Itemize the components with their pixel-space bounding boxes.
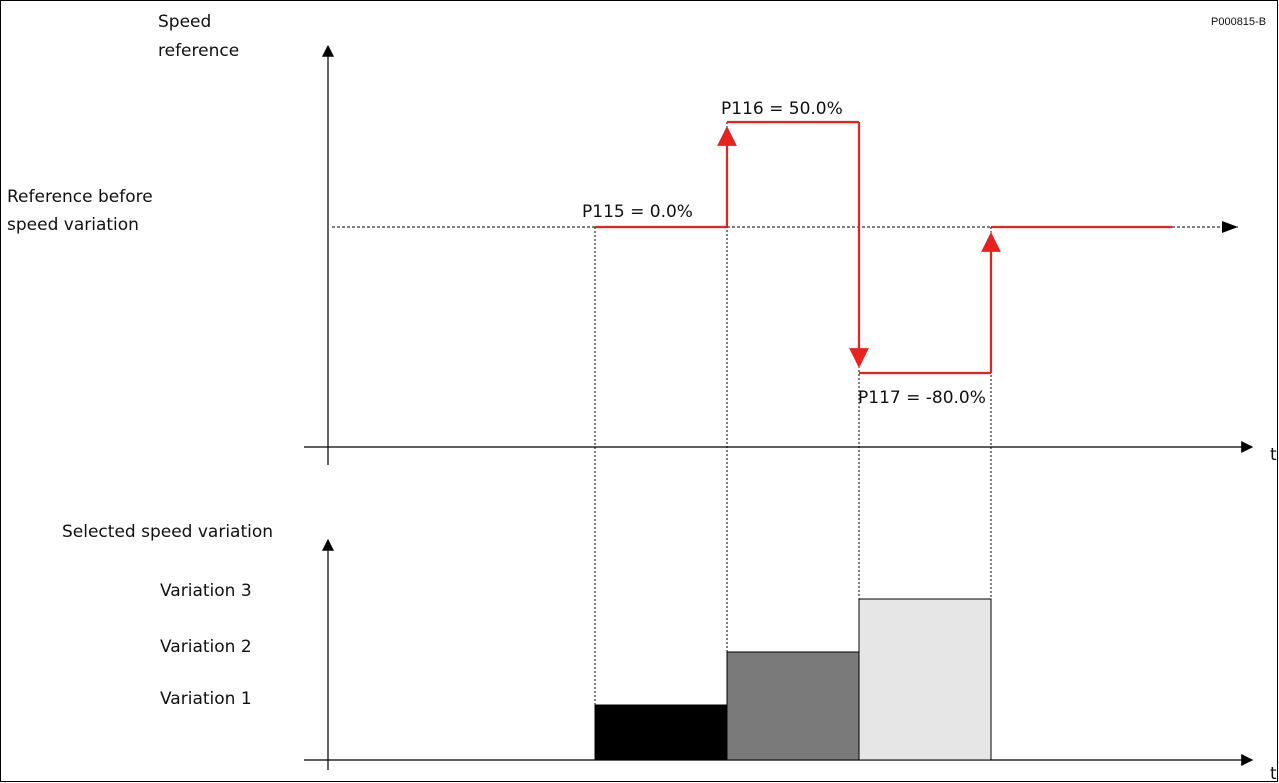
p117-label: P117 = -80.0%: [858, 388, 986, 408]
reference-arrowhead: [1222, 221, 1238, 233]
diagram-id: P000815-B: [1211, 16, 1266, 28]
y-axis-title-line1: Speed: [158, 12, 211, 32]
selected-variation-label: Selected speed variation: [62, 522, 273, 542]
top-time-label: t: [1270, 445, 1277, 465]
reference-label-line1: Reference before: [7, 187, 153, 207]
variation-3-label: Variation 3: [160, 581, 252, 601]
variation-2-label: Variation 2: [160, 637, 252, 657]
variation-2-bar: [726, 651, 860, 761]
p116-label: P116 = 50.0%: [721, 99, 843, 119]
reference-label-line2: speed variation: [7, 215, 139, 235]
y-axis-title-line2: reference: [158, 41, 239, 61]
variation-3-bar: [858, 598, 992, 761]
p115-label: P115 = 0.0%: [582, 202, 693, 222]
bottom-time-label: t: [1270, 764, 1277, 783]
variation-1-bar: [594, 704, 728, 761]
variation-1-label: Variation 1: [160, 689, 252, 709]
speed-reference-trace: [595, 120, 1172, 375]
